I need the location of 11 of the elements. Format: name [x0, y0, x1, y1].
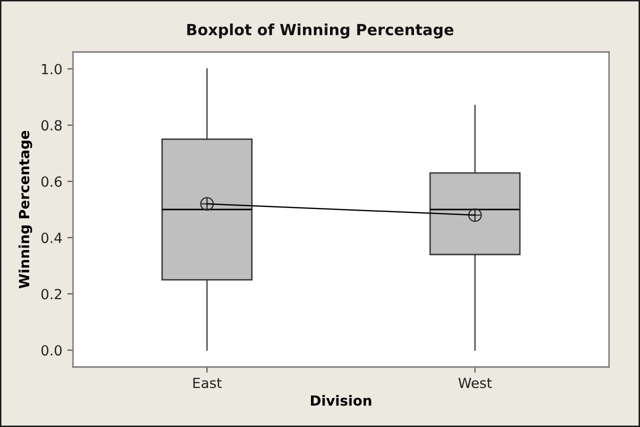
- y-tick-label: 0.0: [41, 345, 62, 356]
- y-tick-label: 0.4: [41, 232, 62, 244]
- x-tick-label: East: [193, 378, 222, 388]
- y-tick-label: 0.2: [41, 288, 62, 300]
- y-axis-title: Winning Percentage: [18, 130, 32, 288]
- y-tick-label: 0.6: [41, 176, 62, 187]
- y-tick-label: 0.8: [41, 120, 62, 131]
- chart-title: Boxplot of Winning Percentage: [187, 24, 454, 38]
- x-axis-title: Division: [310, 395, 372, 406]
- x-tick-label: West: [458, 378, 492, 388]
- y-tick-label: 1.0: [42, 64, 62, 74]
